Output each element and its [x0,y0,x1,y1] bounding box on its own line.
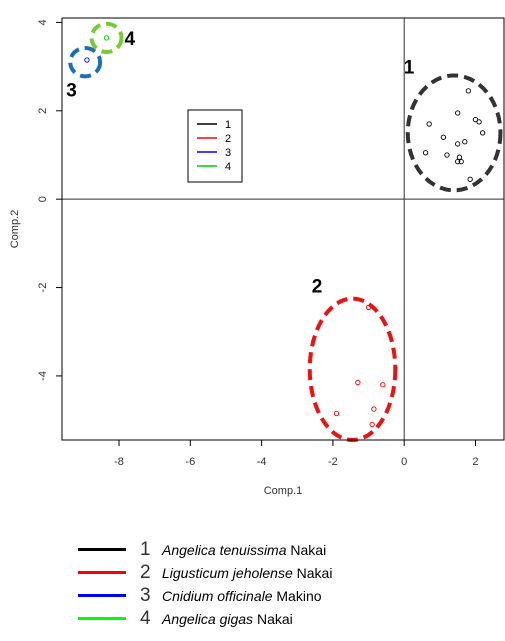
inner-legend: 1 2 3 4 [187,109,243,183]
species-name-italic: Cnidium officinale [162,587,273,604]
point-series-1 [440,134,447,140]
x-tick-label: -2 [328,456,338,468]
inner-legend-label-1: 1 [225,119,231,131]
cluster-label-3: 3 [66,80,77,101]
species-author: Nakai [292,564,333,581]
point-series-1 [479,130,486,136]
point-series-1 [458,158,464,165]
point-series-1 [456,154,463,160]
point-series-1 [444,152,450,158]
species-legend-name: Angelica tenuissima Nakai [162,542,326,558]
species-legend: 1 Angelica tenuissima Nakai 2 Ligusticum je… [78,538,498,630]
species-legend-line [78,594,126,597]
cluster-label-2: 2 [312,277,323,298]
species-legend-row: 2 Ligusticum jeholense Nakai [78,561,498,584]
point-series-1 [455,110,461,116]
species-legend-number: 2 [140,561,151,583]
point-series-1 [422,150,429,156]
species-author: Nakai [253,610,293,627]
species-legend-number: 3 [140,584,151,606]
plot-frame [61,17,505,441]
cluster-ellipse-3 [68,46,103,79]
y-axis-title: Comp.2 [9,210,21,249]
cluster-ellipses: 1 2 3 4 [66,21,503,442]
cluster-ellipse-1 [405,73,503,193]
point-series-1 [462,139,468,145]
x-tick-label: -8 [114,456,124,468]
axes: -8 -6 -4 -2 0 2 -4 -2 0 2 4 [37,19,479,468]
point-series-2 [365,304,372,311]
point-series-1 [455,158,461,165]
species-legend-number: 1 [140,538,151,560]
species-legend-name: Cnidium officinale Makino [162,588,322,604]
point-series-4 [103,35,110,41]
pca-scatter-chart: 1 2 3 4 -8 -6 -4 -2 0 2 -4 -2 0 2 4 1 2 3 4 Comp.1 Comp.… [9,17,505,497]
species-legend-row: 4 Angelica gigas Nakai [78,607,498,630]
inner-legend-label-2: 2 [225,133,231,145]
point-series-2 [369,421,375,428]
point-series-3 [84,57,90,63]
species-legend-name: Angelica gigas Nakai [162,611,293,627]
cluster-label-4: 4 [125,29,136,50]
inner-legend-box [187,109,243,183]
data-points [84,35,486,428]
point-series-1 [467,176,473,182]
point-series-1 [426,121,432,127]
x-tick-label: 2 [472,456,478,468]
species-legend-line [78,548,126,551]
species-legend-line [78,571,126,574]
x-tick-label: 0 [401,456,407,468]
cluster-ellipse-4 [89,21,124,55]
species-name-italic: Angelica tenuissima [162,541,287,558]
point-series-2 [333,410,340,417]
species-legend-line [78,617,126,620]
x-tick-label: -6 [185,456,195,468]
inner-legend-label-4: 4 [225,161,231,173]
species-author: Nakai [286,541,327,558]
point-series-1 [455,141,461,147]
reference-lines [62,18,504,440]
x-tick-label: -4 [257,456,267,468]
species-name-italic: Ligusticum jeholense [162,564,293,581]
y-tick-label: 0 [37,196,49,202]
species-legend-name: Ligusticum jeholense Nakai [162,565,332,581]
cluster-ellipse-2 [307,296,398,442]
x-axis-title: Comp.1 [264,485,303,497]
species-name-italic: Angelica gigas [162,610,254,627]
species-legend-row: 3 Cnidium officinale Makino [78,584,498,607]
y-tick-label: 4 [37,19,49,25]
cluster-label-1: 1 [404,57,415,78]
y-tick-label: -4 [37,371,49,381]
point-series-2 [355,379,361,386]
point-series-1 [465,88,472,94]
point-series-2 [380,382,386,388]
point-series-1 [476,119,482,125]
species-legend-number: 4 [140,607,151,629]
y-tick-label: -2 [37,283,49,293]
y-tick-label: 2 [37,108,49,114]
species-author: Makino [272,587,322,604]
inner-legend-label-3: 3 [225,147,231,159]
point-series-2 [371,406,377,412]
species-legend-row: 1 Angelica tenuissima Nakai [78,538,498,561]
